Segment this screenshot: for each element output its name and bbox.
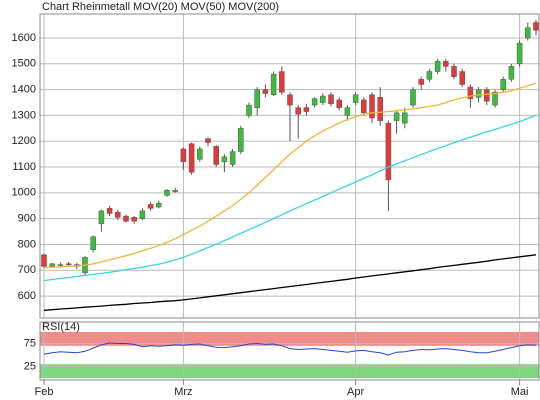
candle-body bbox=[352, 94, 359, 103]
chart-title: Chart Rheinmetall bbox=[42, 1, 130, 13]
candle-body bbox=[156, 202, 162, 208]
candle-body bbox=[213, 146, 219, 165]
candle-body bbox=[131, 217, 137, 222]
candle-body bbox=[57, 264, 64, 266]
candle-body bbox=[336, 99, 342, 108]
candle-body bbox=[484, 89, 490, 102]
candle-body bbox=[344, 107, 351, 116]
candle-body bbox=[434, 60, 441, 72]
candle-body bbox=[410, 89, 416, 106]
candle-body bbox=[106, 208, 113, 214]
candle-body bbox=[402, 112, 408, 124]
y-tick-label: 1300 bbox=[12, 109, 36, 121]
moving-average-line bbox=[43, 82, 537, 269]
legend-entry: MOV(20) bbox=[133, 1, 178, 13]
candle-body bbox=[98, 210, 105, 225]
candle-body bbox=[90, 236, 96, 250]
candle-body bbox=[197, 148, 203, 160]
rsi-band bbox=[40, 332, 539, 346]
candle-body bbox=[147, 204, 154, 209]
candle-body bbox=[516, 42, 523, 65]
rsi-line bbox=[43, 342, 537, 356]
moving-average-line bbox=[43, 114, 537, 282]
panel-title: RSI(14) bbox=[42, 321, 80, 333]
x-tick-label: Mai bbox=[511, 386, 529, 398]
candle-body bbox=[254, 89, 260, 108]
candle-body bbox=[311, 98, 318, 106]
rsi-band bbox=[40, 364, 539, 378]
candle-body bbox=[164, 190, 170, 196]
y-tick-label: 1600 bbox=[12, 32, 36, 44]
candle-body bbox=[172, 190, 178, 192]
candle-body bbox=[139, 210, 146, 219]
candle-body bbox=[426, 71, 433, 80]
candle-body bbox=[328, 94, 334, 105]
candle-body bbox=[459, 71, 465, 85]
candle-body bbox=[500, 79, 506, 90]
candle-body bbox=[65, 263, 72, 266]
y-tick-label: 900 bbox=[18, 213, 36, 225]
plot-area bbox=[40, 14, 539, 318]
candle-body bbox=[525, 27, 531, 39]
candle-body bbox=[279, 71, 285, 93]
candle-body bbox=[188, 143, 195, 173]
y-tick-label: 1400 bbox=[12, 84, 36, 96]
candle-body bbox=[229, 151, 236, 165]
candle-body bbox=[533, 22, 539, 31]
plot-frame bbox=[39, 13, 540, 319]
y-tick-label: 1500 bbox=[12, 58, 36, 70]
candle-body bbox=[221, 156, 228, 163]
y-tick-label: 1100 bbox=[12, 161, 36, 173]
candle-body bbox=[492, 91, 498, 106]
legend-entry: MOV(200) bbox=[228, 1, 279, 13]
y-tick-label: 1000 bbox=[12, 187, 36, 199]
candle-body bbox=[377, 97, 383, 121]
x-tick-label: Apr bbox=[347, 386, 364, 398]
y-tick-label: 25 bbox=[24, 360, 36, 372]
candle-body bbox=[467, 86, 474, 99]
candle-body bbox=[287, 94, 293, 106]
candle-body bbox=[115, 211, 121, 218]
candle-body bbox=[385, 122, 392, 181]
candle-body bbox=[303, 107, 310, 112]
x-tick-label: Mrz bbox=[174, 386, 192, 398]
candle-body bbox=[262, 89, 269, 94]
candle-body bbox=[361, 99, 367, 114]
y-tick-label: 700 bbox=[18, 264, 36, 276]
plot-frame bbox=[39, 321, 540, 381]
candle-body bbox=[49, 263, 55, 267]
y-tick-label: 1200 bbox=[12, 135, 36, 147]
candle-body bbox=[418, 79, 424, 85]
candle-body bbox=[270, 73, 277, 96]
candle-body bbox=[443, 60, 449, 67]
candle-body bbox=[451, 66, 457, 77]
legend-entry: MOV(50) bbox=[181, 1, 226, 13]
candle-body bbox=[369, 94, 375, 119]
candle-body bbox=[508, 66, 515, 80]
candle-body bbox=[393, 112, 400, 121]
y-tick-label: 75 bbox=[24, 337, 36, 349]
x-tick-label: Feb bbox=[35, 386, 54, 398]
candle-body bbox=[41, 254, 47, 267]
candle-body bbox=[320, 95, 326, 103]
candle-body bbox=[123, 215, 129, 222]
candle-body bbox=[295, 107, 301, 115]
candle-body bbox=[205, 138, 211, 143]
y-tick-label: 800 bbox=[18, 238, 36, 250]
candle-body bbox=[180, 148, 187, 163]
candle-body bbox=[475, 89, 482, 98]
candle-body bbox=[246, 104, 252, 116]
y-tick-label: 600 bbox=[18, 290, 36, 302]
candle-body bbox=[238, 128, 244, 152]
moving-average-line bbox=[43, 254, 537, 311]
